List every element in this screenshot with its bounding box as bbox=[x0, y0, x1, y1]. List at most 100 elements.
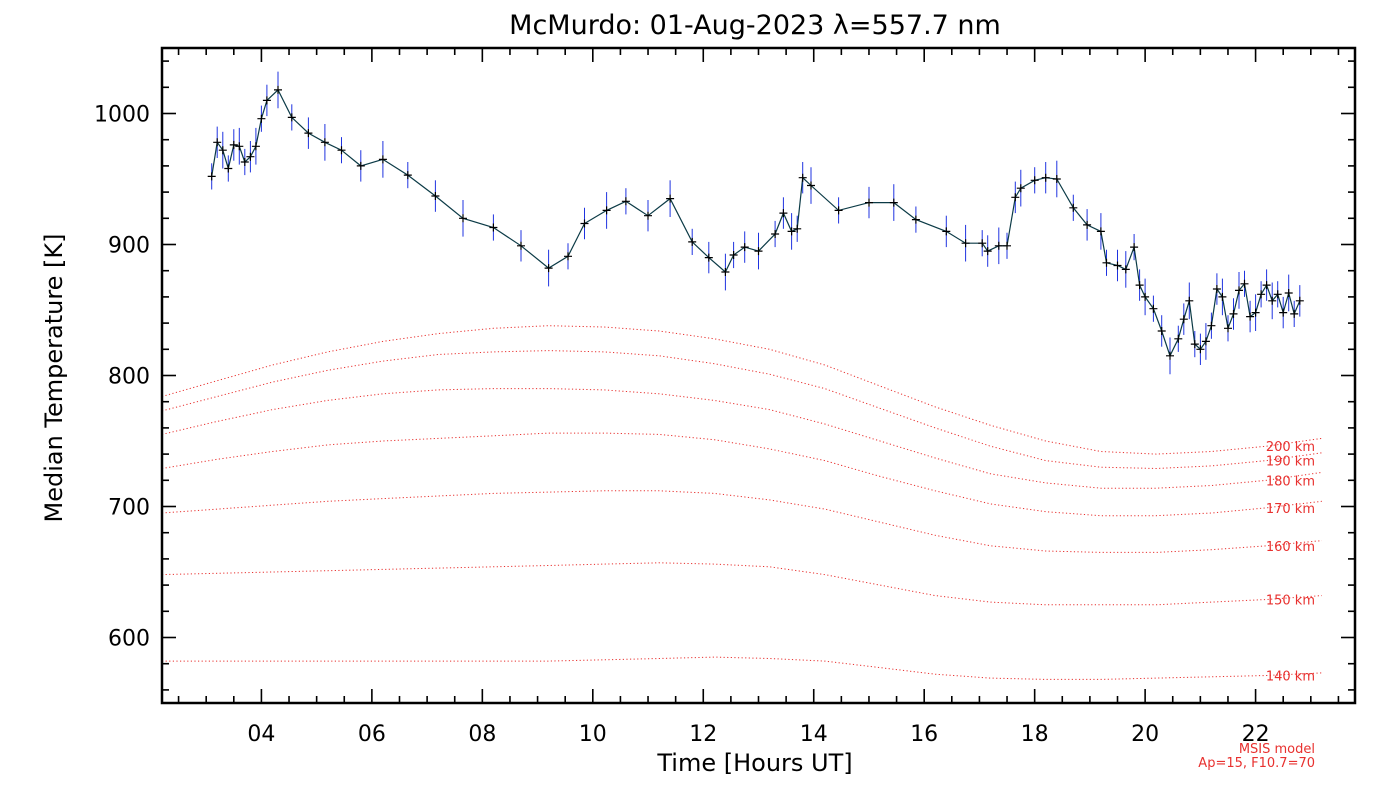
msis-label-160km: 160 km bbox=[1266, 540, 1315, 555]
data-point bbox=[403, 171, 412, 180]
data-point bbox=[793, 224, 802, 233]
data-point bbox=[1030, 176, 1039, 185]
msis-curve-200km bbox=[162, 325, 1322, 455]
data-point bbox=[704, 253, 713, 262]
data-point bbox=[1141, 292, 1150, 301]
data-point bbox=[807, 181, 815, 190]
msis-label-150km: 150 km bbox=[1266, 594, 1315, 609]
data-point bbox=[1235, 286, 1243, 295]
data-point bbox=[240, 158, 249, 166]
data-point bbox=[1240, 279, 1249, 288]
data-point bbox=[1273, 290, 1282, 299]
data-point bbox=[337, 146, 346, 155]
data-point bbox=[218, 146, 227, 155]
data-point bbox=[666, 194, 675, 203]
data-point bbox=[1069, 203, 1078, 212]
data-point bbox=[1179, 315, 1188, 324]
data-point bbox=[978, 239, 987, 248]
data-point bbox=[983, 247, 992, 256]
data-point bbox=[644, 211, 652, 220]
x-tick-label: 20 bbox=[1131, 722, 1159, 747]
msis-label-140km: 140 km bbox=[1266, 670, 1315, 685]
data-point bbox=[1003, 241, 1011, 250]
data-point bbox=[1207, 321, 1216, 330]
data-point bbox=[235, 142, 244, 151]
y-tick-label: 700 bbox=[108, 496, 150, 521]
data-point bbox=[1224, 324, 1232, 333]
data-point bbox=[489, 223, 498, 232]
msis-curve-190km bbox=[162, 350, 1322, 470]
data-point bbox=[994, 241, 1003, 250]
data-point bbox=[287, 113, 296, 122]
data-point bbox=[431, 192, 440, 200]
msis-curve-140km bbox=[162, 656, 1322, 680]
data-point bbox=[580, 219, 589, 228]
y-tick-label: 900 bbox=[108, 234, 150, 259]
data-point bbox=[251, 142, 260, 151]
data-point bbox=[1262, 281, 1271, 290]
x-tick-label: 14 bbox=[800, 722, 828, 747]
data-point bbox=[1290, 309, 1299, 318]
msis-params-note: Ap=15, F10.7=70 bbox=[1198, 756, 1315, 771]
x-tick-label: 08 bbox=[468, 722, 496, 747]
data-point bbox=[207, 172, 216, 181]
data-point bbox=[1196, 345, 1205, 354]
data-point bbox=[834, 206, 843, 215]
data-point bbox=[1121, 265, 1130, 274]
msis-model-note: MSIS model bbox=[1239, 742, 1315, 757]
data-point bbox=[1135, 281, 1144, 290]
y-tick-label: 1000 bbox=[94, 103, 150, 128]
data-point bbox=[1157, 327, 1166, 335]
temperature-series bbox=[207, 71, 1304, 375]
data-point bbox=[911, 215, 920, 224]
plot-axes: 04 06 08 10 12 14 16 18 20 22 600 700 800 900 1000 bbox=[94, 46, 1357, 747]
data-point bbox=[721, 268, 730, 276]
data-point bbox=[865, 198, 873, 207]
data-point bbox=[459, 214, 467, 223]
data-point bbox=[1251, 308, 1260, 317]
data-point bbox=[224, 164, 233, 173]
data-point bbox=[304, 129, 313, 138]
data-point bbox=[1185, 296, 1194, 305]
data-point bbox=[257, 114, 266, 123]
data-point bbox=[544, 264, 553, 273]
data-point bbox=[754, 247, 763, 256]
data-point bbox=[889, 198, 898, 207]
x-tick-label: 18 bbox=[1021, 722, 1049, 747]
msis-curve-150km bbox=[162, 562, 1322, 606]
x-tick-label: 22 bbox=[1242, 722, 1270, 747]
msis-curve-170km bbox=[162, 432, 1322, 517]
data-point bbox=[1257, 290, 1266, 299]
data-point bbox=[1174, 334, 1183, 343]
data-point bbox=[1279, 308, 1288, 317]
data-point bbox=[356, 161, 365, 170]
data-point bbox=[1011, 193, 1020, 202]
data-point bbox=[942, 227, 951, 236]
chart-title: McMurdo: 01-Aug-2023 λ=557.7 nm bbox=[509, 10, 1001, 41]
data-point bbox=[1229, 309, 1238, 318]
data-point bbox=[961, 239, 970, 248]
data-point bbox=[517, 241, 525, 250]
data-point bbox=[798, 173, 807, 182]
data-point bbox=[274, 85, 282, 94]
data-point bbox=[229, 140, 238, 149]
data-point bbox=[1268, 296, 1277, 305]
y-tick-label: 600 bbox=[108, 627, 150, 652]
y-tick-label: 800 bbox=[108, 365, 150, 390]
data-point bbox=[771, 230, 780, 238]
data-point bbox=[320, 138, 329, 147]
data-point bbox=[1096, 227, 1105, 236]
data-point bbox=[1190, 340, 1199, 349]
data-point bbox=[1083, 220, 1092, 229]
series-line bbox=[211, 88, 1301, 358]
data-point bbox=[1201, 337, 1210, 346]
data-point bbox=[262, 96, 271, 105]
data-point bbox=[1130, 243, 1139, 252]
data-point bbox=[621, 197, 630, 206]
msis-label-200km: 200 km bbox=[1266, 440, 1315, 455]
data-point bbox=[1246, 312, 1255, 321]
data-point bbox=[688, 237, 697, 246]
data-point bbox=[246, 152, 255, 161]
